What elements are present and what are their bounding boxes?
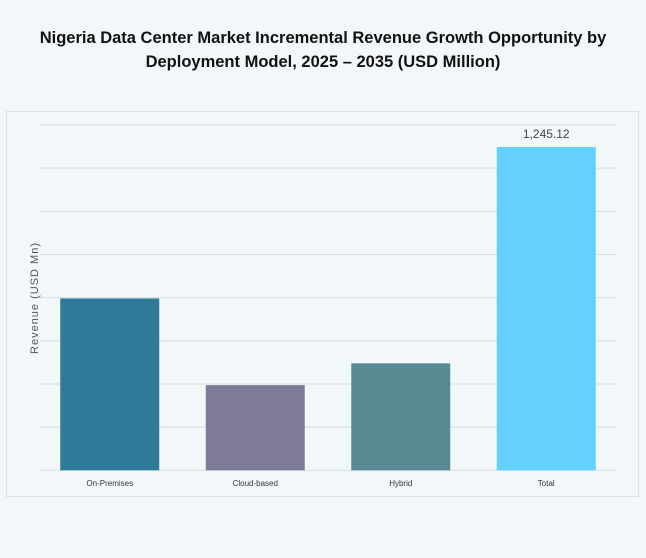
y-axis-label: Revenue (USD Mn) (29, 242, 41, 354)
x-tick-label: Total (538, 479, 555, 488)
bar-on-premises (60, 298, 160, 471)
bar-total (496, 147, 596, 471)
bar-cloud-based (205, 385, 305, 471)
x-tick-label: Cloud-based (233, 479, 278, 488)
title-line-1: Nigeria Data Center Market Incremental R… (39, 29, 607, 47)
chart-title: Nigeria Data Center Market Incremental R… (0, 26, 646, 74)
x-tick-label: Hybrid (389, 479, 412, 488)
bar-hybrid (351, 363, 451, 471)
title-line-2: Deployment Model, 2025 – 2035 (USD Milli… (145, 53, 501, 71)
data-label: 1,245.12 (523, 127, 570, 141)
x-tick-label: On-Premises (86, 479, 133, 488)
plot-frame (6, 111, 639, 497)
